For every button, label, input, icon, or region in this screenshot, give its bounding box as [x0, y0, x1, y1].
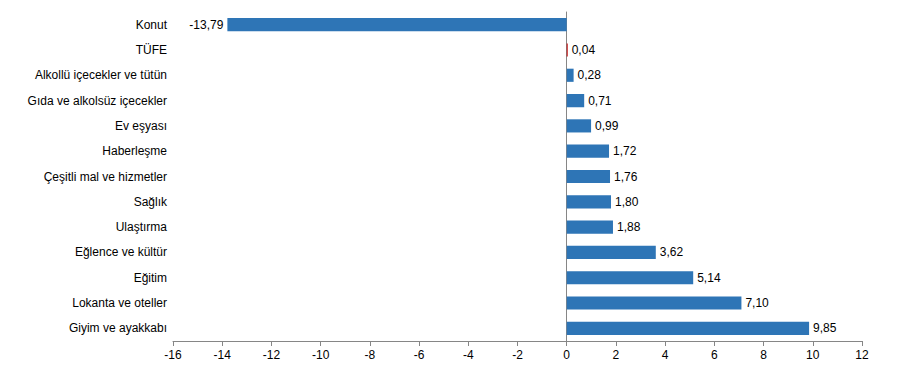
svg-text:Ulaştırma: Ulaştırma — [116, 220, 168, 234]
svg-text:-4: -4 — [463, 348, 474, 362]
svg-text:1,80: 1,80 — [615, 195, 639, 209]
svg-text:-10: -10 — [312, 348, 330, 362]
svg-text:5,14: 5,14 — [697, 271, 721, 285]
svg-text:-13,79: -13,79 — [189, 18, 223, 32]
svg-text:Eğitim: Eğitim — [134, 271, 167, 285]
svg-text:4: 4 — [662, 348, 669, 362]
svg-text:Alkollü içecekler ve tütün: Alkollü içecekler ve tütün — [35, 68, 167, 82]
svg-text:1,72: 1,72 — [613, 144, 637, 158]
svg-text:-12: -12 — [263, 348, 281, 362]
svg-text:7,10: 7,10 — [745, 296, 769, 310]
svg-text:8: 8 — [760, 348, 767, 362]
svg-text:2: 2 — [613, 348, 620, 362]
svg-text:0,71: 0,71 — [588, 94, 612, 108]
svg-text:Sağlık: Sağlık — [134, 195, 168, 209]
svg-text:6: 6 — [711, 348, 718, 362]
svg-text:1,88: 1,88 — [617, 220, 641, 234]
svg-text:TÜFE: TÜFE — [136, 43, 167, 57]
svg-text:Haberleşme: Haberleşme — [102, 144, 167, 158]
svg-text:9,85: 9,85 — [813, 321, 837, 335]
svg-text:0,28: 0,28 — [578, 68, 602, 82]
svg-text:Eğlence ve kültür: Eğlence ve kültür — [75, 245, 167, 259]
svg-text:Gıda ve alkolsüz içecekler: Gıda ve alkolsüz içecekler — [28, 94, 167, 108]
svg-text:10: 10 — [806, 348, 820, 362]
svg-text:0: 0 — [563, 348, 570, 362]
svg-text:Giyim ve ayakkabı: Giyim ve ayakkabı — [69, 321, 167, 335]
svg-text:0,04: 0,04 — [572, 43, 596, 57]
svg-text:0,99: 0,99 — [595, 119, 619, 133]
svg-text:3,62: 3,62 — [660, 245, 684, 259]
svg-text:1,76: 1,76 — [614, 170, 638, 184]
svg-text:12: 12 — [855, 348, 869, 362]
svg-text:-2: -2 — [512, 348, 523, 362]
svg-text:Konut: Konut — [136, 18, 168, 32]
svg-text:-14: -14 — [214, 348, 232, 362]
svg-text:-16: -16 — [164, 348, 182, 362]
svg-text:-6: -6 — [414, 348, 425, 362]
svg-text:Ev eşyası: Ev eşyası — [115, 119, 167, 133]
svg-text:Çeşitli mal ve hizmetler: Çeşitli mal ve hizmetler — [44, 170, 167, 184]
svg-text:-8: -8 — [365, 348, 376, 362]
svg-text:Lokanta ve oteller: Lokanta ve oteller — [72, 296, 167, 310]
